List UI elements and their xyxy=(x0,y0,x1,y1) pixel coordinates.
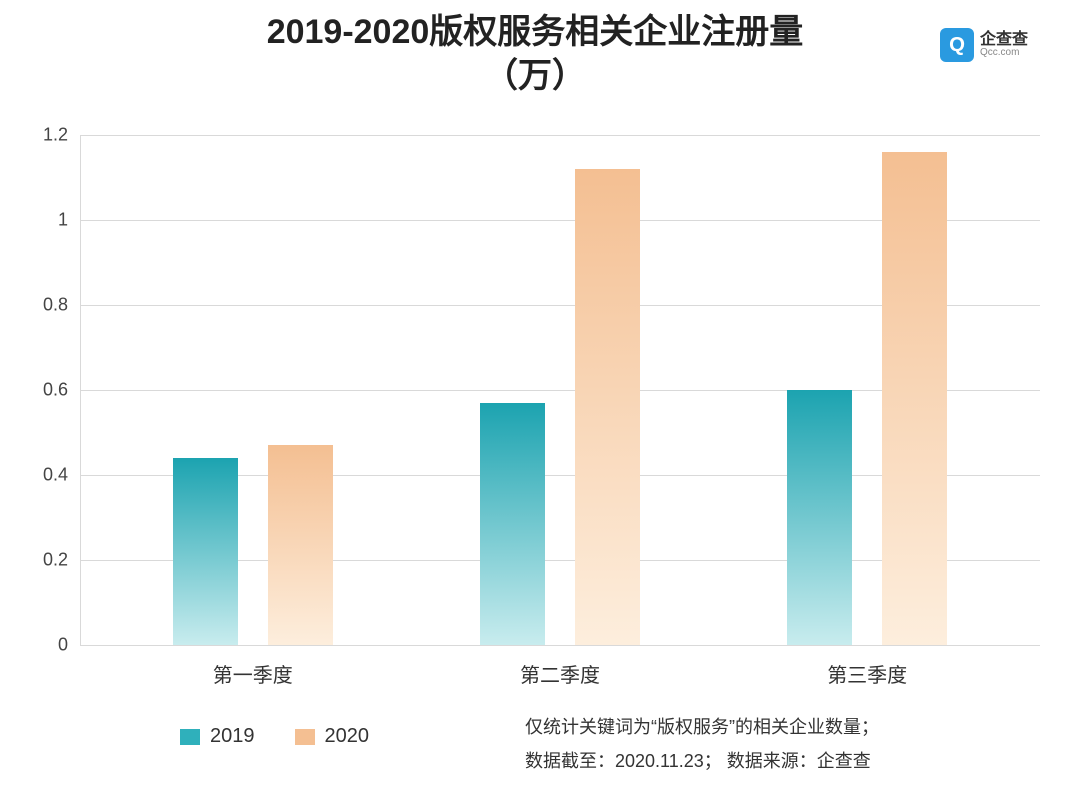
y-tick-label: 1.2 xyxy=(18,125,68,146)
logo-cn: 企查查 xyxy=(980,32,1028,48)
logo-icon-text: Q xyxy=(949,34,965,57)
legend-item-2020: 2020 xyxy=(295,725,370,748)
logo-text: 企查查 Qcc.com xyxy=(980,32,1028,58)
y-tick-label: 1 xyxy=(18,210,68,231)
bar-2019-第三季度 xyxy=(787,390,852,645)
logo-en: Qcc.com xyxy=(980,48,1028,58)
x-tick-label: 第二季度 xyxy=(520,659,600,688)
legend-area: 2019 2020 xyxy=(180,725,369,748)
y-tick-label: 0.8 xyxy=(18,295,68,316)
chart-title: 2019-2020版权服务相关企业注册量 （万） xyxy=(0,10,1070,98)
x-tick-label: 第三季度 xyxy=(827,659,907,688)
bar-2020-第三季度 xyxy=(882,152,947,645)
gridline xyxy=(80,645,1040,646)
bar-2019-第二季度 xyxy=(480,403,545,645)
title-line1: 2019-2020版权服务相关企业注册量 xyxy=(267,13,804,51)
plot-area: 00.20.40.60.811.2第一季度第二季度第三季度 xyxy=(80,135,1040,645)
legend-label: 2020 xyxy=(325,725,370,748)
legend-swatch xyxy=(180,729,200,745)
bar-2020-第二季度 xyxy=(575,169,640,645)
legend-swatch xyxy=(295,729,315,745)
legend-label: 2019 xyxy=(210,725,255,748)
logo-badge: Q 企查查 Qcc.com xyxy=(940,28,1028,62)
gridline xyxy=(80,135,1040,136)
footer-note: 仅统计关键词为“版权服务”的相关企业数量； 数据截至：2020.11.23； 数… xyxy=(525,710,879,778)
logo-icon: Q xyxy=(940,28,974,62)
chart-container: 2019-2020版权服务相关企业注册量 （万） Q 企查查 Qcc.com 0… xyxy=(0,0,1070,803)
legend-item-2019: 2019 xyxy=(180,725,255,748)
y-tick-label: 0.2 xyxy=(18,550,68,571)
bar-2019-第一季度 xyxy=(173,458,238,645)
y-tick-label: 0.4 xyxy=(18,465,68,486)
footer-line2: 数据截至：2020.11.23； 数据来源：企查查 xyxy=(525,744,879,778)
y-tick-label: 0.6 xyxy=(18,380,68,401)
bar-2020-第一季度 xyxy=(268,445,333,645)
x-tick-label: 第一季度 xyxy=(213,659,293,688)
y-tick-label: 0 xyxy=(18,635,68,656)
title-area: 2019-2020版权服务相关企业注册量 （万） xyxy=(0,10,1070,98)
title-line2: （万） xyxy=(484,57,586,95)
footer-line1: 仅统计关键词为“版权服务”的相关企业数量； xyxy=(525,710,879,744)
